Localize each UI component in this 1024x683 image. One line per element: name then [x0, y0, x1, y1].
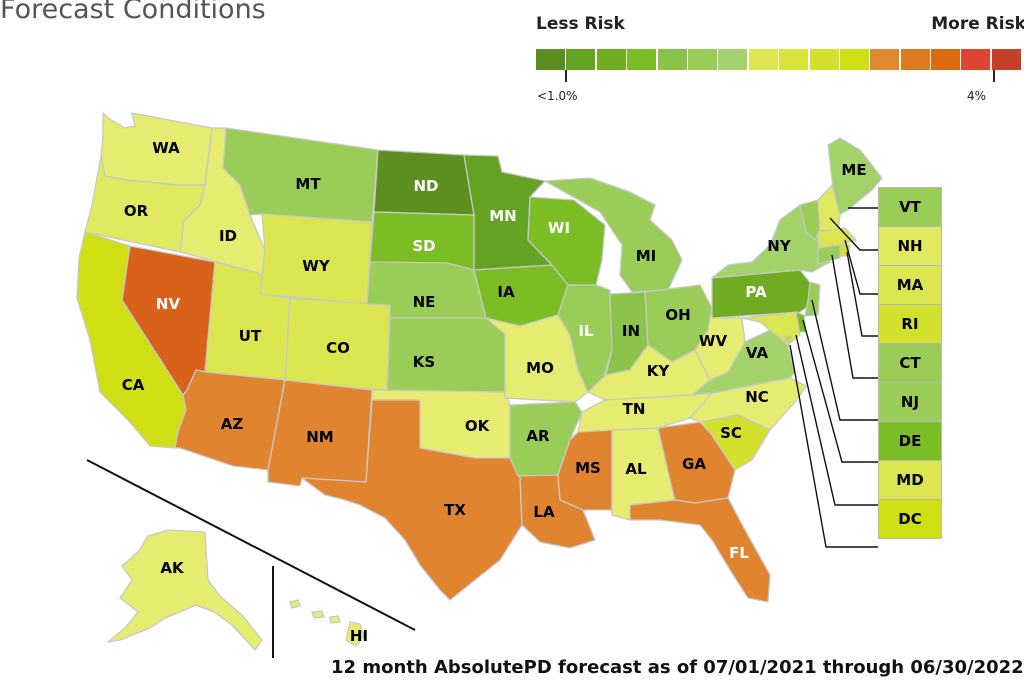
legend-swatch	[687, 49, 717, 70]
state-label-wa: WA	[152, 139, 180, 157]
state-box-md[interactable]: MD	[878, 460, 942, 500]
state-label-hi: HI	[350, 627, 368, 645]
state-ct-shape[interactable]	[817, 244, 841, 265]
risk-legend: Less Risk More Risk <1.0% 4%	[536, 12, 1024, 112]
state-box-dc[interactable]: DC	[878, 499, 942, 539]
state-label-mi: MI	[636, 247, 657, 265]
inset-divider-line	[86, 459, 416, 631]
hawaii-island-shape	[289, 599, 301, 609]
state-label-ar: AR	[526, 427, 550, 445]
state-label-ga: GA	[682, 455, 706, 473]
state-label-or: OR	[124, 202, 149, 220]
state-label-oh: OH	[665, 306, 690, 324]
forecast-footer: 12 month AbsolutePD forecast as of 07/01…	[331, 657, 1024, 678]
state-label-ak: AK	[160, 559, 185, 577]
state-nh-shape[interactable]	[817, 184, 841, 233]
state-tx[interactable]	[301, 399, 523, 601]
hawaii-island-shape	[311, 610, 325, 619]
state-label-mo: MO	[526, 359, 554, 377]
state-label-va: VA	[746, 344, 769, 362]
state-box-vt[interactable]: VT	[878, 187, 942, 227]
state-dc-shape[interactable]	[784, 335, 792, 343]
state-label-mt: MT	[295, 175, 321, 193]
legend-swatch	[991, 49, 1021, 70]
legend-swatch	[596, 49, 626, 70]
state-label-nc: NC	[745, 388, 769, 406]
legend-swatch	[961, 49, 991, 70]
state-label-wi: WI	[548, 219, 570, 237]
state-box-ma[interactable]: MA	[878, 265, 942, 305]
state-hi[interactable]	[345, 621, 365, 647]
state-label-il: IL	[578, 322, 594, 340]
state-label-al: AL	[625, 460, 647, 478]
state-label-la: LA	[533, 503, 555, 521]
state-box-nh[interactable]: NH	[878, 226, 942, 266]
page-title: Forecast Conditions	[0, 0, 266, 25]
state-label-sd: SD	[412, 237, 435, 255]
state-ms[interactable]	[557, 429, 613, 511]
legend-max-label: 4%	[967, 89, 987, 103]
more-risk-label: More Risk	[931, 14, 1024, 34]
legend-swatch	[839, 49, 869, 70]
state-label-ut: UT	[239, 327, 262, 345]
state-label-me: ME	[841, 161, 866, 179]
state-label-ne: NE	[413, 293, 436, 311]
state-label-tn: TN	[623, 400, 646, 418]
state-mi[interactable]	[544, 177, 683, 293]
state-label-co: CO	[326, 339, 350, 357]
state-label-ms: MS	[575, 459, 601, 477]
legend-swatch	[748, 49, 778, 70]
state-label-ia: IA	[497, 283, 515, 301]
state-label-nv: NV	[156, 295, 181, 313]
state-label-ca: CA	[122, 376, 145, 394]
legend-swatch	[536, 49, 565, 70]
legend-max-tick	[993, 70, 995, 82]
state-label-ks: KS	[413, 353, 435, 371]
legend-swatch	[779, 49, 809, 70]
state-label-id: ID	[219, 227, 237, 245]
legend-swatch	[931, 49, 961, 70]
state-ak[interactable]	[107, 529, 263, 651]
state-label-wv: WV	[699, 332, 728, 350]
state-label-fl: FL	[729, 544, 749, 562]
state-fl[interactable]	[629, 497, 771, 603]
legend-swatch	[870, 49, 900, 70]
hawaii-island-shape	[329, 615, 341, 624]
state-label-pa: PA	[745, 283, 767, 301]
state-label-sc: SC	[720, 424, 742, 442]
state-label-ky: KY	[647, 362, 671, 380]
legend-swatch	[627, 49, 657, 70]
legend-swatch	[900, 49, 930, 70]
legend-min-tick	[565, 70, 567, 82]
legend-swatch	[566, 49, 596, 70]
state-label-tx: TX	[444, 501, 466, 519]
state-label-in: IN	[622, 322, 640, 340]
legend-color-scale	[536, 49, 1022, 70]
state-ks[interactable]	[386, 317, 506, 393]
legend-min-label: <1.0%	[537, 89, 578, 103]
state-label-wy: WY	[302, 257, 331, 275]
state-box-de[interactable]: DE	[878, 421, 942, 461]
legend-swatch	[809, 49, 839, 70]
state-label-ok: OK	[465, 417, 491, 435]
leader-lines	[789, 207, 878, 548]
legend-swatch	[657, 49, 687, 70]
small-state-boxes: VT NH MA RI CT NJ DE MD DC	[878, 187, 942, 539]
state-box-ct[interactable]: CT	[878, 343, 942, 383]
state-label-mn: MN	[489, 207, 516, 225]
state-box-ri[interactable]: RI	[878, 304, 942, 344]
state-box-nj[interactable]: NJ	[878, 382, 942, 422]
state-label-nd: ND	[413, 177, 438, 195]
legend-swatch	[718, 49, 748, 70]
less-risk-label: Less Risk	[536, 14, 625, 34]
state-label-nm: NM	[306, 428, 333, 446]
state-label-ny: NY	[767, 237, 792, 255]
state-nj-shape[interactable]	[804, 281, 821, 317]
state-label-az: AZ	[221, 415, 244, 433]
